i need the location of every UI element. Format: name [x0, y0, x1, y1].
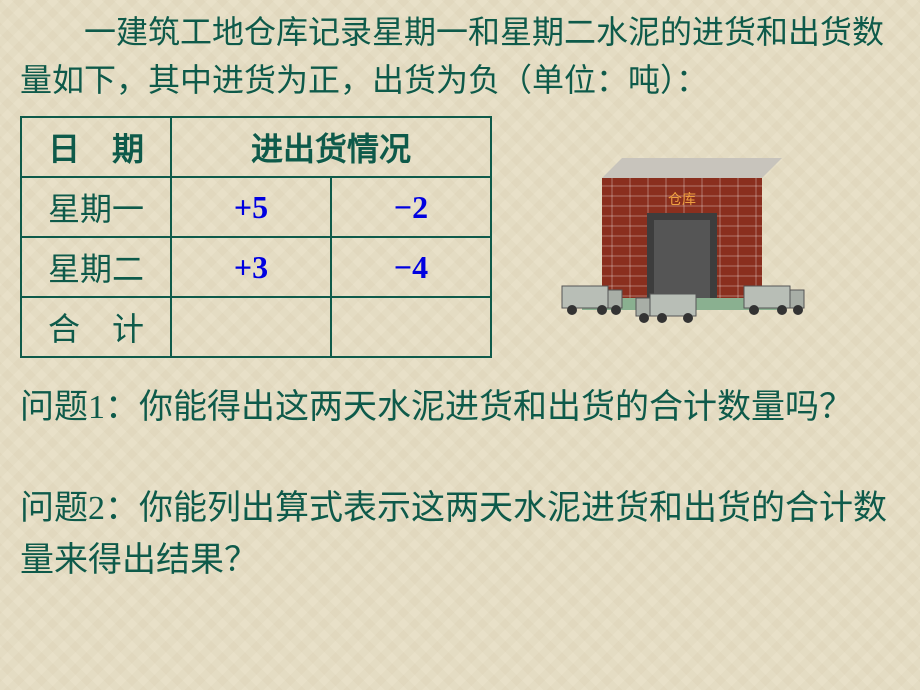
- row-label: 星期一: [21, 177, 171, 237]
- cell-in: [171, 297, 331, 357]
- table-row: 合 计: [21, 297, 491, 357]
- table-header-row: 日 期 进出货情况: [21, 117, 491, 177]
- cell-out: −4: [331, 237, 491, 297]
- warehouse-icon: 仓库: [532, 118, 832, 338]
- content-row: 日 期 进出货情况 星期一 +5 −2 星期二 +3 −4 合 计 仓库: [0, 114, 920, 358]
- header-date: 日 期: [21, 117, 171, 177]
- warehouse-label: 仓库: [668, 192, 696, 208]
- cell-in: +3: [171, 237, 331, 297]
- table-row: 星期二 +3 −4: [21, 237, 491, 297]
- intro-text: 一建筑工地仓库记录星期一和星期二水泥的进货和出货数量如下，其中进货为正，出货为负…: [0, 0, 920, 114]
- question-1: 问题1：你能得出这两天水泥进货和出货的合计数量吗？: [0, 382, 920, 435]
- row-label: 合 计: [21, 297, 171, 357]
- row-label: 星期二: [21, 237, 171, 297]
- table-row: 星期一 +5 −2: [21, 177, 491, 237]
- truck-icon: [636, 294, 696, 323]
- question-2: 问题2：你能列出算式表示这两天水泥进货和出货的合计数量来得出结果？: [0, 483, 920, 588]
- inventory-table: 日 期 进出货情况 星期一 +5 −2 星期二 +3 −4 合 计: [20, 116, 492, 358]
- warehouse-illustration: 仓库: [532, 118, 832, 343]
- cell-out: [331, 297, 491, 357]
- truck-icon: [562, 286, 622, 315]
- truck-icon: [744, 286, 804, 315]
- cell-out: −2: [331, 177, 491, 237]
- header-flow: 进出货情况: [171, 117, 491, 177]
- cell-in: +5: [171, 177, 331, 237]
